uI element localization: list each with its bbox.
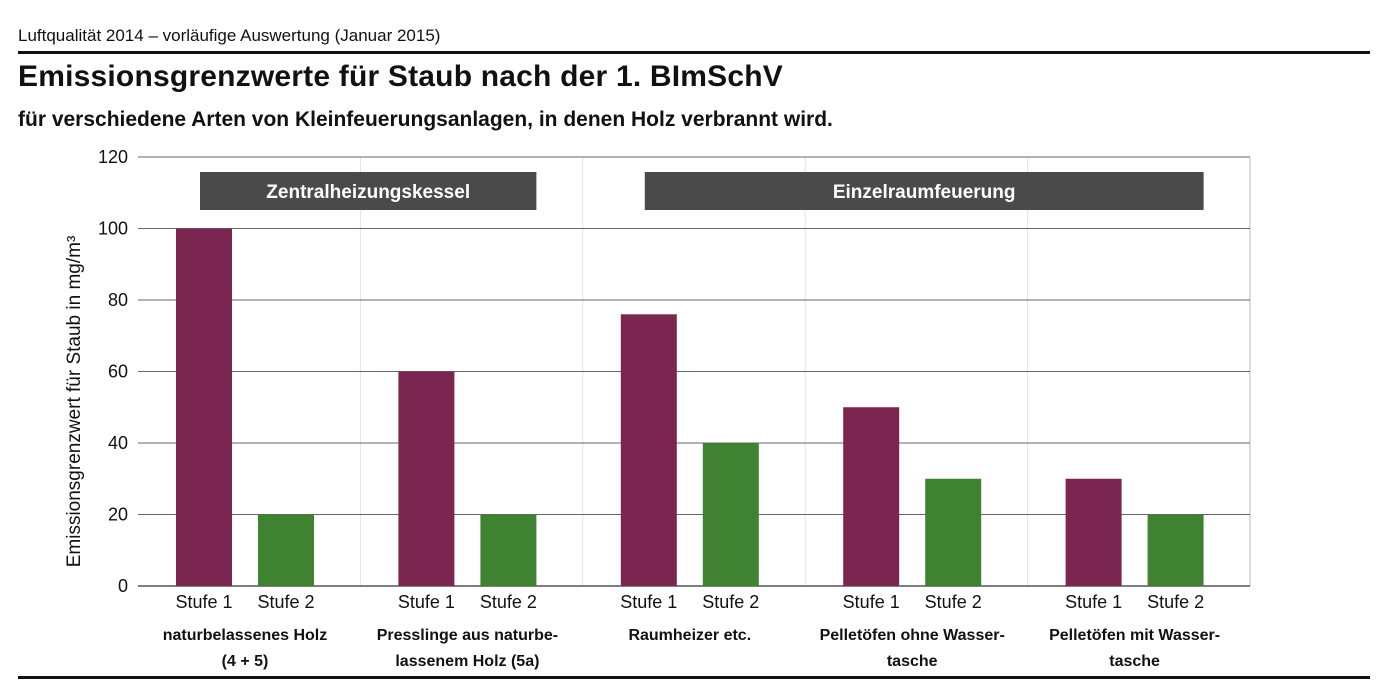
bar-category-label: Stufe 2 [925, 592, 982, 612]
y-tick-label: 80 [108, 290, 128, 310]
bar-category-label: Stufe 1 [1065, 592, 1122, 612]
bar-stufe-2 [702, 443, 759, 586]
category-band [200, 172, 537, 210]
y-tick-label: 20 [108, 505, 128, 525]
category-band [644, 172, 1204, 210]
bar-category-label: Stufe 1 [175, 592, 232, 612]
bar-stufe-2 [258, 514, 314, 586]
group-label: Pelletöfen mit Wasser- [1049, 627, 1220, 644]
group-label: tasche [1109, 653, 1160, 670]
bar-stufe-2 [1147, 514, 1204, 586]
bottom-rule [18, 676, 1370, 679]
group-label: Raumheizer etc. [628, 627, 751, 644]
group-label: Pelletöfen ohne Wasser- [820, 627, 1005, 644]
bar-category-label: Stufe 2 [702, 592, 759, 612]
bar-category-label: Stufe 2 [1147, 592, 1204, 612]
y-tick-label: 100 [98, 219, 128, 239]
bar-stufe-1 [398, 371, 455, 586]
y-axis-label: Emissionsgrenzwert für Staub in mg/m³ [64, 236, 85, 568]
bar-stufe-1 [176, 228, 232, 586]
bar-stufe-1 [620, 314, 677, 586]
bar-stufe-1 [1065, 478, 1122, 586]
bar-category-label: Stufe 1 [843, 592, 900, 612]
group-label: Presslinge aus naturbe- [377, 627, 558, 644]
bar-stufe-1 [843, 407, 900, 586]
bar-stufe-2 [925, 478, 982, 586]
category-band-label: Einzelraumfeuerung [833, 182, 1016, 203]
bar-category-label: Stufe 1 [398, 592, 455, 612]
y-tick-label: 0 [118, 576, 128, 596]
bar-category-label: Stufe 1 [620, 592, 677, 612]
group-label: tasche [887, 653, 938, 670]
group-label: (4 + 5) [222, 653, 269, 670]
report-kicker: Luftqualität 2014 – vorläufige Auswertun… [18, 26, 441, 45]
group-label: lassenem Holz (5a) [395, 653, 539, 670]
bar-category-label: Stufe 2 [480, 592, 537, 612]
y-tick-label: 40 [108, 433, 128, 453]
chart-title: Emissionsgrenzwerte für Staub nach der 1… [18, 60, 784, 93]
group-label: naturbelassenes Holz [163, 627, 328, 644]
top-rule [18, 51, 1370, 54]
category-band-label: Zentralheizungskessel [266, 182, 470, 203]
bar-stufe-2 [480, 514, 537, 586]
bar-category-label: Stufe 2 [257, 592, 314, 612]
y-tick-label: 120 [98, 147, 128, 167]
chart-subtitle: für verschiedene Arten von Kleinfeuerung… [18, 108, 833, 131]
y-tick-label: 60 [108, 362, 128, 382]
